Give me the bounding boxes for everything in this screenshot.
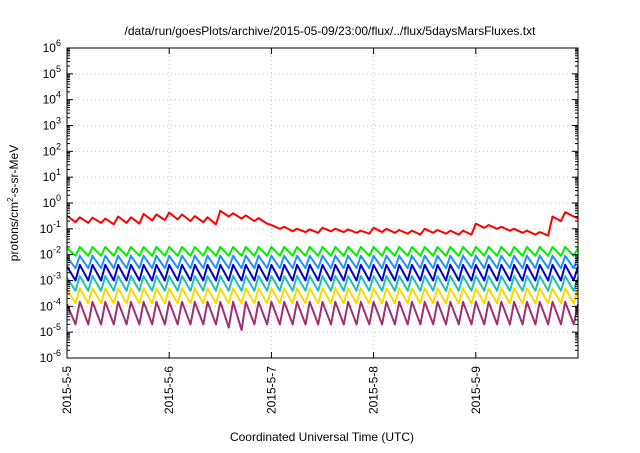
y-tick-label-base: 10 — [40, 351, 54, 365]
y-tick-label: 10-2 — [40, 245, 61, 262]
y-tick-label: 10-6 — [40, 348, 61, 365]
y-tick-label-exponent: 1 — [56, 167, 61, 177]
x-tick-label: 2015-5-6 — [162, 366, 176, 414]
y-tick-label: 102 — [43, 141, 61, 158]
grid — [67, 48, 578, 358]
y-tick-label: 101 — [43, 167, 61, 184]
y-tick-label: 10-4 — [40, 296, 61, 313]
y-tick-label-base: 10 — [43, 119, 57, 133]
x-tick-label: 2015-5-8 — [367, 366, 381, 414]
chart-title: /data/run/goesPlots/archive/2015-05-09/2… — [125, 24, 537, 38]
y-tick-label-base: 10 — [40, 222, 54, 236]
y-tick-label: 103 — [43, 116, 61, 133]
y-tick-label: 10-5 — [40, 322, 61, 339]
y-tick-label-exponent: 6 — [56, 38, 61, 48]
y-tick-label-base: 10 — [43, 41, 57, 55]
y-tick-label-exponent: -6 — [53, 348, 61, 358]
y-tick-label: 104 — [43, 90, 61, 107]
x-tick-label: 2015-5-7 — [264, 366, 278, 414]
y-tick-label-exponent: 5 — [56, 64, 61, 74]
y-axis-label-sup: 2 — [6, 197, 15, 202]
y-tick-label-base: 10 — [43, 93, 57, 107]
y-tick-label-exponent: -3 — [53, 271, 61, 281]
flux-series-line — [66, 254, 579, 270]
y-tick-label-base: 10 — [43, 170, 57, 184]
y-tick-label: 106 — [43, 38, 61, 55]
y-tick-label-exponent: -4 — [53, 296, 61, 306]
series-layer — [66, 209, 579, 332]
flux-series-line — [66, 209, 579, 237]
y-tick-label: 105 — [43, 64, 61, 81]
y-axis-label-suffix: -s-sr-MeV — [7, 145, 21, 198]
x-tick-label: 2015-5-5 — [60, 366, 74, 414]
y-tick-label-base: 10 — [43, 196, 57, 210]
flux-series-line — [66, 245, 579, 257]
y-tick-label-base: 10 — [40, 248, 54, 262]
y-tick-label-base: 10 — [40, 325, 54, 339]
y-tick-label-base: 10 — [40, 274, 54, 288]
x-tick-label: 2015-5-9 — [469, 366, 483, 414]
y-tick-label-exponent: -1 — [53, 219, 61, 229]
y-tick-label-base: 10 — [43, 144, 57, 158]
y-axis: 10-610-510-410-310-210-11001011021031041… — [40, 38, 578, 365]
y-tick-label-exponent: 0 — [56, 193, 61, 203]
y-tick-label-base: 10 — [43, 67, 57, 81]
y-axis-label: protons/cm2-s-sr-MeV — [6, 145, 21, 261]
y-tick-label-base: 10 — [40, 299, 54, 313]
y-tick-label: 10-1 — [40, 219, 61, 236]
y-tick-label-exponent: 3 — [56, 116, 61, 126]
flux-series-line — [66, 300, 579, 332]
flux-series-line — [66, 287, 579, 305]
y-tick-label-exponent: -2 — [53, 245, 61, 255]
y-tick-label-exponent: 4 — [56, 90, 61, 100]
y-tick-label: 10-3 — [40, 271, 61, 288]
y-tick-label-exponent: -5 — [53, 322, 61, 332]
x-axis: 2015-5-5 2015-5-6 2015-5-7 2015-5-8 2015-5-9 — [60, 48, 483, 414]
x-axis-label: Coordinated Universal Time (UTC) — [230, 430, 414, 444]
y-tick-label-exponent: 2 — [56, 141, 61, 151]
y-tick-label: 100 — [43, 193, 61, 210]
y-axis-label-prefix: protons/cm — [7, 202, 21, 261]
flux-series-line — [66, 263, 579, 282]
flux-series-line — [66, 275, 579, 292]
